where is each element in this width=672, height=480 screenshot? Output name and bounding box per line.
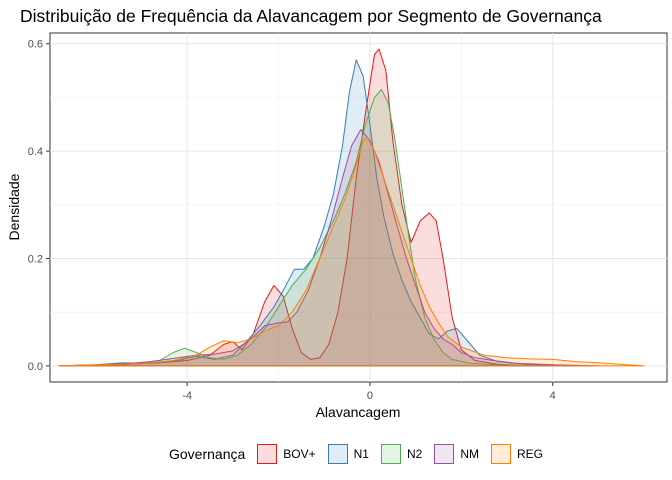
legend-key-n1: [327, 444, 348, 464]
legend-item-bov: BOV+: [257, 444, 316, 464]
legend: Governança BOV+ N1 N2 NM REG: [169, 442, 555, 466]
x-tick-label: 0: [367, 390, 373, 402]
x-axis-title: Alavancagem: [316, 404, 401, 420]
legend-label-nm: NM: [460, 447, 479, 461]
legend-key-nm: [434, 444, 455, 464]
legend-item-n1: N1: [327, 444, 369, 464]
legend-label-reg: REG: [517, 447, 544, 461]
density-area-nm: [58, 129, 599, 367]
density-area-n1: [58, 59, 577, 367]
axis-ticks: -4 0 4 0.0 0.2 0.4 0.6: [28, 39, 556, 402]
y-tick-label: 0.2: [28, 254, 43, 266]
legend-label-n1: N1: [353, 447, 369, 461]
legend-key-n2: [380, 444, 401, 464]
legend-item-n2: N2: [380, 444, 423, 464]
y-tick-label: 0.6: [28, 39, 43, 51]
legend-key-reg: [491, 444, 511, 464]
density-area-n2: [58, 88, 554, 367]
legend-item-reg: REG: [491, 444, 543, 464]
y-axis-title: Densidade: [6, 173, 22, 240]
density-area-reg: [58, 137, 645, 367]
y-tick-label: 0.0: [28, 361, 43, 373]
legend-label-n2: N2: [406, 447, 423, 461]
legend-title: Governança: [169, 446, 246, 462]
plot-panel: [49, 32, 668, 383]
x-tick-label: -4: [182, 390, 192, 402]
density-series: [58, 48, 645, 367]
y-tick-label: 0.4: [28, 146, 43, 158]
x-tick-label: 4: [550, 390, 556, 402]
legend-key-bov: [257, 444, 278, 464]
chart-title: Distribuição de Frequência da Alavancage…: [20, 6, 602, 26]
legend-label-bov: BOV+: [283, 447, 316, 461]
legend-item-nm: NM: [434, 444, 479, 464]
